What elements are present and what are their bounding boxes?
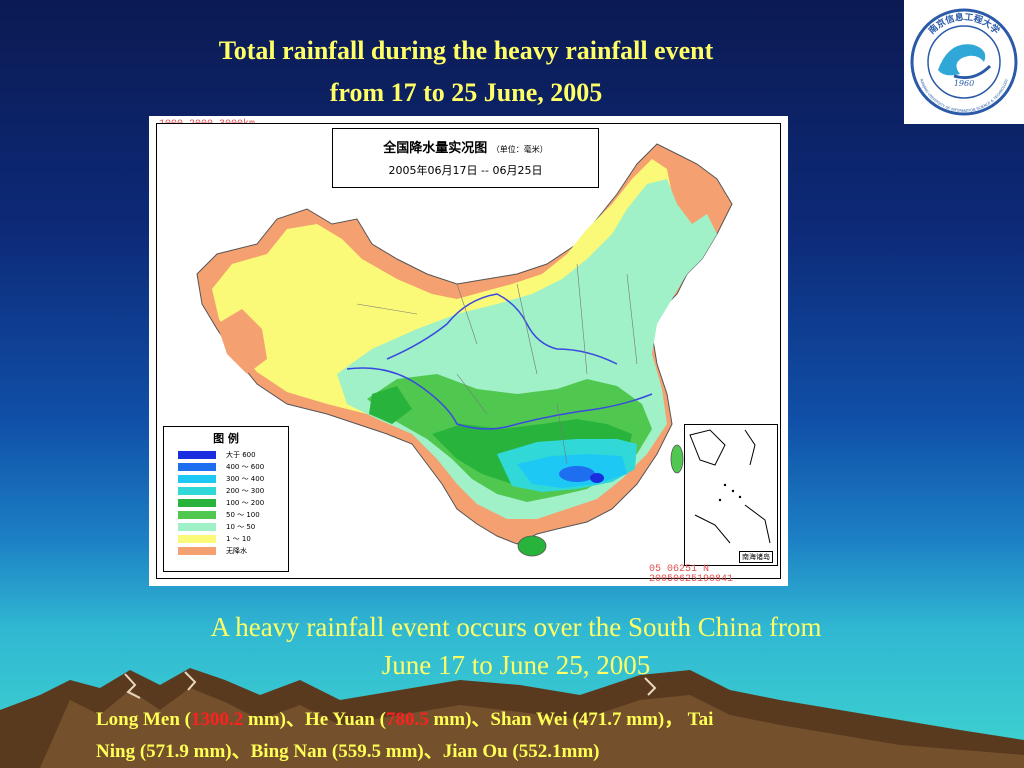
rain-100-200-patch-west [369, 386, 412, 424]
rainfall-map-figure: 1000 2000 3000km [149, 116, 788, 586]
legend-swatch [178, 535, 216, 543]
legend-title: 图 例 [213, 432, 239, 445]
slide-title-line-2: from 17 to 25 June, 2005 [329, 78, 603, 107]
legend-swatch [178, 511, 216, 519]
station-rainfall-list: Long Men (1300.2 mm)、He Yuan (780.5 mm)、… [96, 704, 996, 768]
yangtze-river [346, 367, 653, 430]
legend-label: 400 ～ 600 [226, 463, 265, 471]
no-rain-patch-west [217, 309, 267, 374]
slide-subtitle-line-2: June 17 to June 25, 2005 [381, 650, 651, 680]
station-long-men-label: Long Men ( [96, 709, 191, 730]
legend-label: 300 ～ 400 [226, 475, 265, 483]
legend-label: 50 ～ 100 [226, 511, 260, 519]
inset-label: 南海诸岛 [739, 551, 773, 563]
legend-label: 100 ～ 200 [226, 499, 265, 507]
legend-row: 400 ～ 600 [178, 461, 288, 473]
legend-label: 大于 600 [226, 451, 256, 459]
rain-over-600-region [590, 473, 604, 483]
legend-row: 200 ～ 300 [178, 485, 288, 497]
rainfall-map: 全国降水量实况图 （单位：毫米） 2005年06月17日 -- 06月25日 图… [156, 123, 781, 579]
map-stamp-bottom-1: 05 06251 N [649, 564, 710, 575]
legend-label: 1 ～ 10 [226, 535, 251, 543]
map-header-title: 全国降水量实况图 [383, 141, 488, 156]
legend-swatch [178, 463, 216, 471]
map-header-box: 全国降水量实况图 （单位：毫米） 2005年06月17日 -- 06月25日 [332, 128, 599, 188]
legend-label: 200 ～ 300 [226, 487, 265, 495]
legend-items: 大于 600 400 ～ 600 300 ～ 400 200 ～ 300 100 ～ 2… [164, 449, 288, 557]
legend-swatch [178, 487, 216, 495]
station-he-yuan-value: 780.5 [385, 709, 429, 730]
station-he-yuan-label: mm)、He Yuan ( [243, 709, 386, 730]
inset-map-image [689, 429, 771, 544]
rain-400-600-region [559, 466, 595, 482]
legend-swatch [178, 451, 216, 459]
legend-label: 10 ～ 50 [226, 523, 256, 531]
legend-row: 10 ～ 50 [178, 521, 288, 533]
legend-swatch [178, 499, 216, 507]
legend-row: 300 ～ 400 [178, 473, 288, 485]
legend-swatch [178, 475, 216, 483]
map-header-unit: （单位：毫米） [491, 145, 548, 154]
mountain-range-decoration [0, 668, 1024, 768]
yellow-river [386, 293, 618, 365]
university-seal-icon: 1960 南京信息工程大学 NANJING UNIVERSITY OF INFO… [910, 8, 1018, 116]
legend-swatch [178, 547, 216, 555]
university-logo: 1960 南京信息工程大学 NANJING UNIVERSITY OF INFO… [904, 0, 1024, 124]
hainan-island [517, 535, 547, 557]
legend-row: 1 ～ 10 [178, 533, 288, 545]
map-header-dates: 2005年06月17日 -- 06月25日 [388, 164, 543, 177]
slide-subtitle-line-1: A heavy rainfall event occurs over the S… [210, 612, 822, 642]
taiwan-island [670, 444, 684, 474]
map-stamp-bottom-2: 20050625190841 [649, 574, 734, 585]
station-line-2: Ning (571.9 mm)、Bing Nan (559.5 mm)、Jian… [96, 741, 600, 762]
legend-row: 无降水 [178, 545, 288, 557]
legend-swatch [178, 523, 216, 531]
province-boundaries [356, 263, 638, 465]
south-china-sea-inset: 南海诸岛 [684, 424, 778, 566]
legend-row: 100 ～ 200 [178, 497, 288, 509]
station-long-men-value: 1300.2 [191, 709, 244, 730]
station-shan-wei-tai-ning-label: mm)、Shan Wei (471.7 mm)， Tai [428, 709, 714, 730]
slide-title-line-1: Total rainfall during the heavy rainfall… [218, 36, 714, 65]
china-rainfall-map-image [196, 143, 733, 557]
slide-title: Total rainfall during the heavy rainfall… [80, 30, 852, 114]
legend-row: 大于 600 [178, 449, 288, 461]
logo-year: 1960 [954, 79, 974, 88]
station-line-1: Long Men (1300.2 mm)、He Yuan (780.5 mm)、… [96, 704, 996, 736]
legend-row: 50 ～ 100 [178, 509, 288, 521]
map-legend: 图 例 大于 600 400 ～ 600 300 ～ 400 200 ～ 300 100… [163, 426, 289, 572]
slide-subtitle: A heavy rainfall event occurs over the S… [110, 608, 922, 684]
legend-label: 无降水 [226, 547, 247, 555]
